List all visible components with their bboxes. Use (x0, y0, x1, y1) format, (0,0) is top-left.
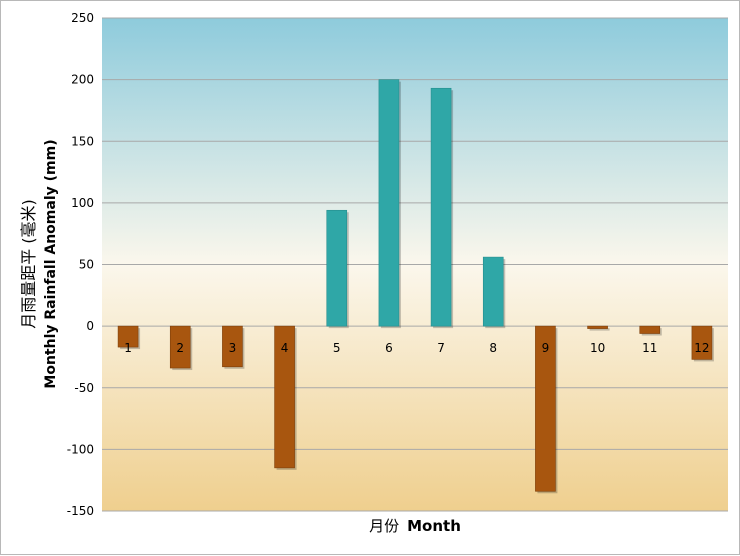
x-axis-label-zh: 月份 (369, 517, 399, 535)
x-tick-label: 6 (385, 341, 393, 355)
bar-month-12 (691, 325, 713, 360)
gridlines (102, 17, 728, 512)
y-tick-label: 100 (71, 196, 94, 210)
x-axis-label-en: Month (407, 517, 461, 535)
x-tick-label: 2 (176, 341, 184, 355)
x-tick-label: 4 (281, 341, 289, 355)
bar-month-10 (587, 325, 608, 329)
x-tick-label: 7 (437, 341, 445, 355)
x-axis-label: 月份 Month (369, 517, 461, 535)
y-tick-labels: 250 200 150 100 50 0 -50 -100 -150 (67, 11, 94, 518)
y-tick-label: 150 (71, 134, 94, 148)
x-tick-label: 1 (124, 341, 132, 355)
x-tick-label: 9 (542, 341, 550, 355)
y-tick-label: -100 (67, 442, 94, 456)
y-tick-label: 200 (71, 73, 94, 87)
y-tick-label: -50 (74, 381, 94, 395)
bar-month-11 (639, 325, 661, 334)
x-tick-label: 5 (333, 341, 341, 355)
x-category-labels: 1 2 3 4 5 6 7 8 9 10 11 12 (124, 341, 709, 355)
y-tick-label: 50 (79, 258, 94, 272)
bar-month-2 (169, 325, 191, 369)
x-tick-label: 8 (489, 341, 497, 355)
x-tick-label: 11 (642, 341, 657, 355)
bar-month-4 (274, 325, 295, 469)
bar-month-3 (222, 325, 243, 368)
bar-month-6 (378, 79, 400, 327)
x-tick-label: 12 (694, 341, 709, 355)
bar-month-1 (117, 325, 139, 348)
bars (117, 79, 714, 494)
x-tick-label: 3 (229, 341, 237, 355)
y-tick-label: 0 (86, 319, 94, 333)
bar-month-5 (326, 209, 348, 327)
y-tick-label: -150 (67, 504, 94, 518)
y-tick-label: 250 (71, 11, 94, 25)
bar-month-7 (430, 87, 452, 327)
bar-shadow (589, 328, 610, 331)
y-axis-label-en: Monthly Rainfall Anomaly (mm) (43, 139, 59, 388)
x-tick-label: 10 (590, 341, 605, 355)
bar-month-8 (482, 256, 504, 327)
bar-month-9 (535, 325, 556, 492)
y-axis-label-zh: 月雨量距平 (毫米) (19, 199, 38, 329)
